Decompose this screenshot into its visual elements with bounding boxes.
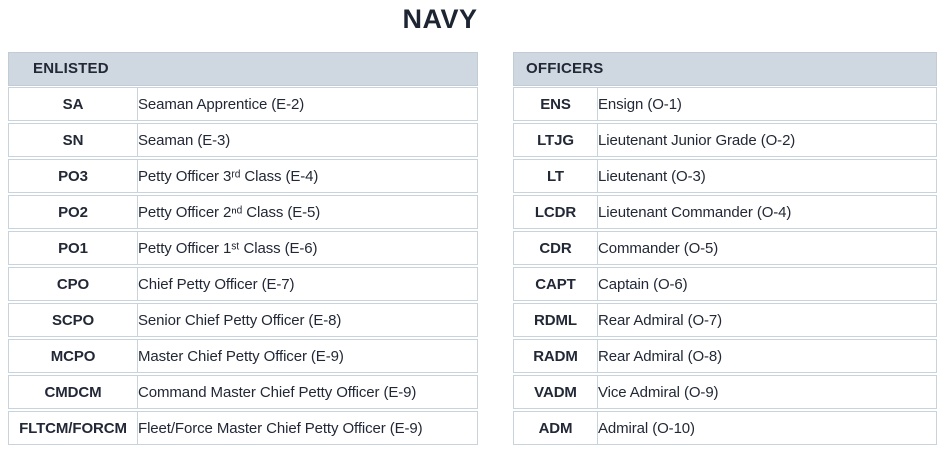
table-row: PO2 Petty Officer 2ⁿᵈ Class (E-5)	[8, 195, 478, 229]
rank-abbr: MCPO	[8, 339, 138, 373]
rank-abbr: CDR	[513, 231, 598, 265]
rank-abbr: CPO	[8, 267, 138, 301]
rank-abbr: RDML	[513, 303, 598, 337]
enlisted-table-header: ENLISTED	[8, 52, 478, 86]
rank-desc: Lieutenant Commander (O-4)	[598, 195, 937, 229]
table-row: SA Seaman Apprentice (E-2)	[8, 87, 478, 121]
table-row: CMDCM Command Master Chief Petty Officer…	[8, 375, 478, 409]
rank-desc: Lieutenant (O-3)	[598, 159, 937, 193]
rank-desc: Captain (O-6)	[598, 267, 937, 301]
table-row: SN Seaman (E-3)	[8, 123, 478, 157]
rank-desc: Rear Admiral (O-8)	[598, 339, 937, 373]
table-row: PO3 Petty Officer 3ʳᵈ Class (E-4)	[8, 159, 478, 193]
rank-abbr: PO3	[8, 159, 138, 193]
page-title: NAVY	[402, 4, 478, 34]
rank-desc: Petty Officer 2ⁿᵈ Class (E-5)	[138, 195, 478, 229]
table-row: CDR Commander (O-5)	[513, 231, 937, 265]
rank-abbr: SA	[8, 87, 138, 121]
rank-desc: Senior Chief Petty Officer (E-8)	[138, 303, 478, 337]
table-row: FLTCM/FORCM Fleet/Force Master Chief Pet…	[8, 411, 478, 445]
rank-abbr: LCDR	[513, 195, 598, 229]
enlisted-ranks: SA Seaman Apprentice (E-2) SN Seaman (E-…	[8, 85, 478, 447]
table-row: MCPO Master Chief Petty Officer (E-9)	[8, 339, 478, 373]
table-row: RADM Rear Admiral (O-8)	[513, 339, 937, 373]
table-row: VADM Vice Admiral (O-9)	[513, 375, 937, 409]
rank-abbr: FLTCM/FORCM	[8, 411, 138, 445]
table-row: LTJG Lieutenant Junior Grade (O-2)	[513, 123, 937, 157]
rank-abbr: ENS	[513, 87, 598, 121]
rank-abbr: LT	[513, 159, 598, 193]
table-row: SCPO Senior Chief Petty Officer (E-8)	[8, 303, 478, 337]
officers-table: OFFICERS ENS Ensign (O-1) LTJG Lieutenan…	[513, 52, 937, 447]
table-row: ADM Admiral (O-10)	[513, 411, 937, 445]
table-row: PO1 Petty Officer 1ˢᵗ Class (E-6)	[8, 231, 478, 265]
rank-desc: Seaman Apprentice (E-2)	[138, 87, 478, 121]
table-row: LCDR Lieutenant Commander (O-4)	[513, 195, 937, 229]
enlisted-table: ENLISTED SA Seaman Apprentice (E-2) SN S…	[8, 52, 478, 447]
rank-desc: Rear Admiral (O-7)	[598, 303, 937, 337]
rank-abbr: LTJG	[513, 123, 598, 157]
rank-desc: Petty Officer 1ˢᵗ Class (E-6)	[138, 231, 478, 265]
rank-abbr: CMDCM	[8, 375, 138, 409]
table-row: CPO Chief Petty Officer (E-7)	[8, 267, 478, 301]
rank-desc: Master Chief Petty Officer (E-9)	[138, 339, 478, 373]
rank-desc: Command Master Chief Petty Officer (E-9)	[138, 375, 478, 409]
rank-desc: Fleet/Force Master Chief Petty Officer (…	[138, 411, 478, 445]
rank-desc: Admiral (O-10)	[598, 411, 937, 445]
rank-desc: Ensign (O-1)	[598, 87, 937, 121]
rank-desc: Seaman (E-3)	[138, 123, 478, 157]
rank-abbr: PO1	[8, 231, 138, 265]
officers-table-header: OFFICERS	[513, 52, 937, 86]
table-row: ENS Ensign (O-1)	[513, 87, 937, 121]
rank-desc: Lieutenant Junior Grade (O-2)	[598, 123, 937, 157]
rank-abbr: RADM	[513, 339, 598, 373]
table-row: RDML Rear Admiral (O-7)	[513, 303, 937, 337]
rank-abbr: CAPT	[513, 267, 598, 301]
officers-ranks: ENS Ensign (O-1) LTJG Lieutenant Junior …	[513, 85, 937, 447]
rank-abbr: ADM	[513, 411, 598, 445]
rank-desc: Vice Admiral (O-9)	[598, 375, 937, 409]
rank-desc: Commander (O-5)	[598, 231, 937, 265]
rank-desc: Petty Officer 3ʳᵈ Class (E-4)	[138, 159, 478, 193]
rank-desc: Chief Petty Officer (E-7)	[138, 267, 478, 301]
rank-abbr: PO2	[8, 195, 138, 229]
table-row: CAPT Captain (O-6)	[513, 267, 937, 301]
rank-abbr: VADM	[513, 375, 598, 409]
table-row: LT Lieutenant (O-3)	[513, 159, 937, 193]
rank-abbr: SN	[8, 123, 138, 157]
rank-abbr: SCPO	[8, 303, 138, 337]
